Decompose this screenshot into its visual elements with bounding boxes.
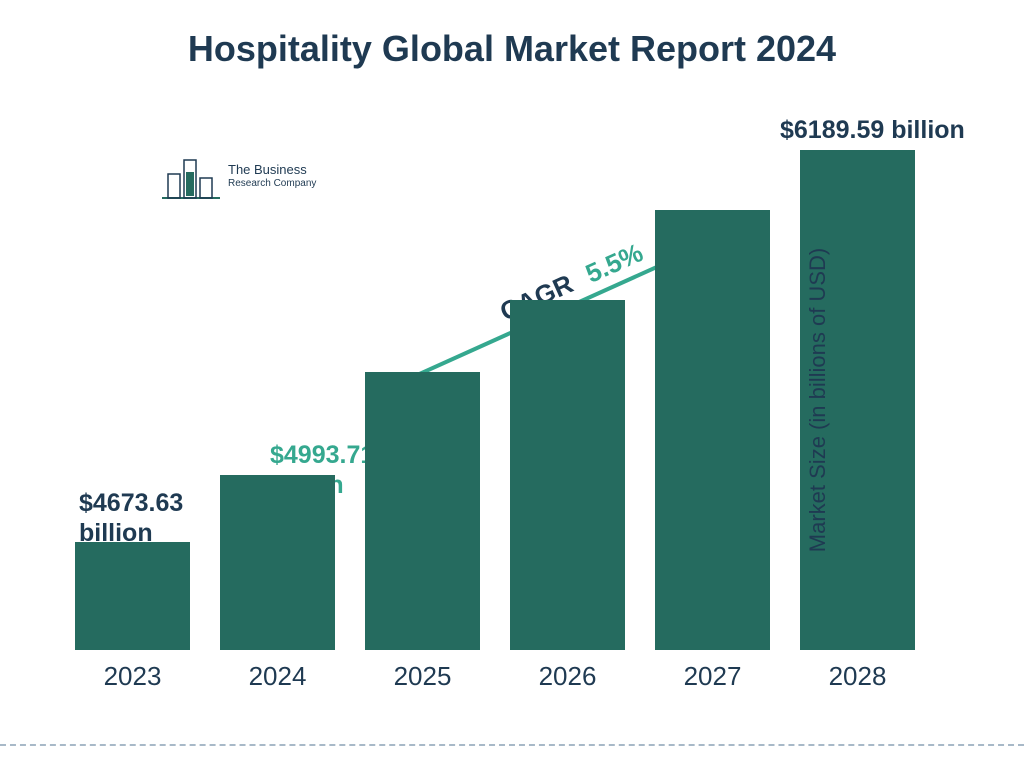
bar-2024 [205,475,350,650]
bar-rect [510,300,625,650]
chart-area: The Business Research Company $4673.63 b… [60,120,930,680]
x-label: 2024 [205,661,350,692]
x-axis-labels: 2023 2024 2025 2026 2027 2028 [60,661,930,692]
x-label: 2025 [350,661,495,692]
bottom-divider [0,744,1024,746]
x-label: 2027 [640,661,785,692]
x-label: 2028 [785,661,930,692]
chart-title: Hospitality Global Market Report 2024 [0,28,1024,70]
x-label: 2026 [495,661,640,692]
bar-2027 [640,210,785,650]
bar-rect [75,542,190,650]
bar-2025 [350,372,495,650]
bar-rect [365,372,480,650]
bar-2026 [495,300,640,650]
bar-rect [655,210,770,650]
bar-group [60,120,930,650]
x-label: 2023 [60,661,205,692]
bar-rect [220,475,335,650]
bar-2023 [60,542,205,650]
y-axis-label: Market Size (in billions of USD) [805,248,831,552]
